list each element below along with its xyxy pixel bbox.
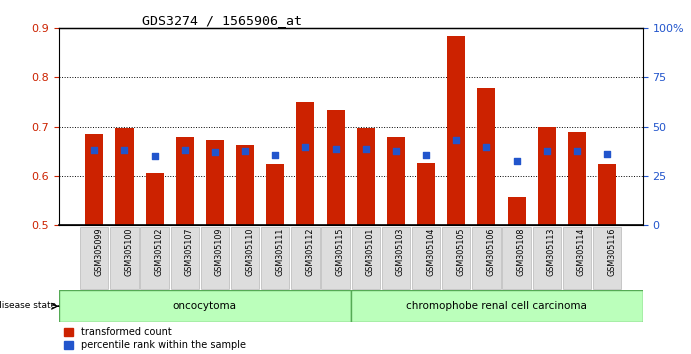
- Text: GSM305113: GSM305113: [547, 228, 556, 276]
- Point: [149, 153, 160, 159]
- Point: [571, 148, 583, 153]
- Point: [300, 144, 311, 150]
- Point: [269, 152, 281, 158]
- FancyBboxPatch shape: [381, 227, 410, 289]
- Point: [421, 152, 432, 158]
- Point: [209, 149, 220, 155]
- FancyBboxPatch shape: [140, 227, 169, 289]
- Point: [451, 137, 462, 143]
- Text: GSM305106: GSM305106: [486, 228, 495, 276]
- Point: [240, 148, 251, 154]
- Bar: [176, 137, 194, 225]
- Text: GSM305110: GSM305110: [245, 228, 254, 276]
- Bar: [417, 163, 435, 225]
- Bar: [477, 88, 495, 225]
- Text: GSM305116: GSM305116: [607, 228, 616, 276]
- FancyBboxPatch shape: [80, 227, 108, 289]
- Bar: [85, 134, 104, 225]
- FancyBboxPatch shape: [472, 227, 500, 289]
- Bar: [538, 127, 556, 225]
- Point: [601, 151, 612, 156]
- Text: GSM305103: GSM305103: [396, 228, 405, 276]
- Point: [360, 146, 371, 152]
- Bar: [568, 132, 586, 225]
- FancyBboxPatch shape: [111, 227, 139, 289]
- Point: [511, 158, 522, 164]
- Bar: [350, 290, 643, 322]
- Point: [481, 144, 492, 150]
- Bar: [296, 102, 314, 225]
- Title: GDS3274 / 1565906_at: GDS3274 / 1565906_at: [142, 14, 302, 27]
- Bar: [447, 36, 465, 225]
- Bar: [266, 164, 284, 225]
- Text: GSM305107: GSM305107: [184, 228, 193, 276]
- Bar: [206, 140, 224, 225]
- FancyBboxPatch shape: [352, 227, 380, 289]
- FancyBboxPatch shape: [593, 227, 621, 289]
- Point: [89, 147, 100, 153]
- Text: GSM305114: GSM305114: [577, 228, 586, 276]
- FancyBboxPatch shape: [321, 227, 350, 289]
- FancyBboxPatch shape: [412, 227, 440, 289]
- Point: [179, 147, 190, 153]
- FancyBboxPatch shape: [171, 227, 199, 289]
- Text: GSM305108: GSM305108: [517, 228, 526, 276]
- Bar: [236, 145, 254, 225]
- FancyBboxPatch shape: [533, 227, 561, 289]
- Text: GSM305102: GSM305102: [155, 228, 164, 276]
- Text: GSM305115: GSM305115: [336, 228, 345, 276]
- Point: [390, 148, 401, 153]
- Bar: [327, 110, 345, 225]
- Bar: [146, 173, 164, 225]
- Point: [541, 148, 552, 154]
- Text: GSM305109: GSM305109: [215, 228, 224, 276]
- Text: chromophobe renal cell carcinoma: chromophobe renal cell carcinoma: [406, 301, 587, 311]
- Bar: [357, 127, 375, 225]
- FancyBboxPatch shape: [502, 227, 531, 289]
- Text: GSM305100: GSM305100: [124, 228, 133, 276]
- FancyBboxPatch shape: [442, 227, 471, 289]
- Bar: [59, 290, 350, 322]
- FancyBboxPatch shape: [292, 227, 320, 289]
- Text: GSM305105: GSM305105: [456, 228, 465, 276]
- FancyBboxPatch shape: [201, 227, 229, 289]
- Text: oncocytoma: oncocytoma: [173, 301, 237, 311]
- Point: [330, 146, 341, 152]
- FancyBboxPatch shape: [231, 227, 259, 289]
- Bar: [387, 137, 405, 225]
- Text: GSM305099: GSM305099: [95, 228, 104, 276]
- Bar: [598, 164, 616, 225]
- Text: disease state: disease state: [0, 301, 56, 310]
- Legend: transformed count, percentile rank within the sample: transformed count, percentile rank withi…: [64, 327, 246, 350]
- Text: GSM305101: GSM305101: [366, 228, 375, 276]
- Bar: [115, 128, 133, 225]
- Text: GSM305104: GSM305104: [426, 228, 435, 276]
- FancyBboxPatch shape: [562, 227, 591, 289]
- Bar: [507, 197, 526, 225]
- FancyBboxPatch shape: [261, 227, 290, 289]
- Point: [119, 147, 130, 153]
- Text: GSM305111: GSM305111: [275, 228, 284, 276]
- Text: GSM305112: GSM305112: [305, 228, 314, 276]
